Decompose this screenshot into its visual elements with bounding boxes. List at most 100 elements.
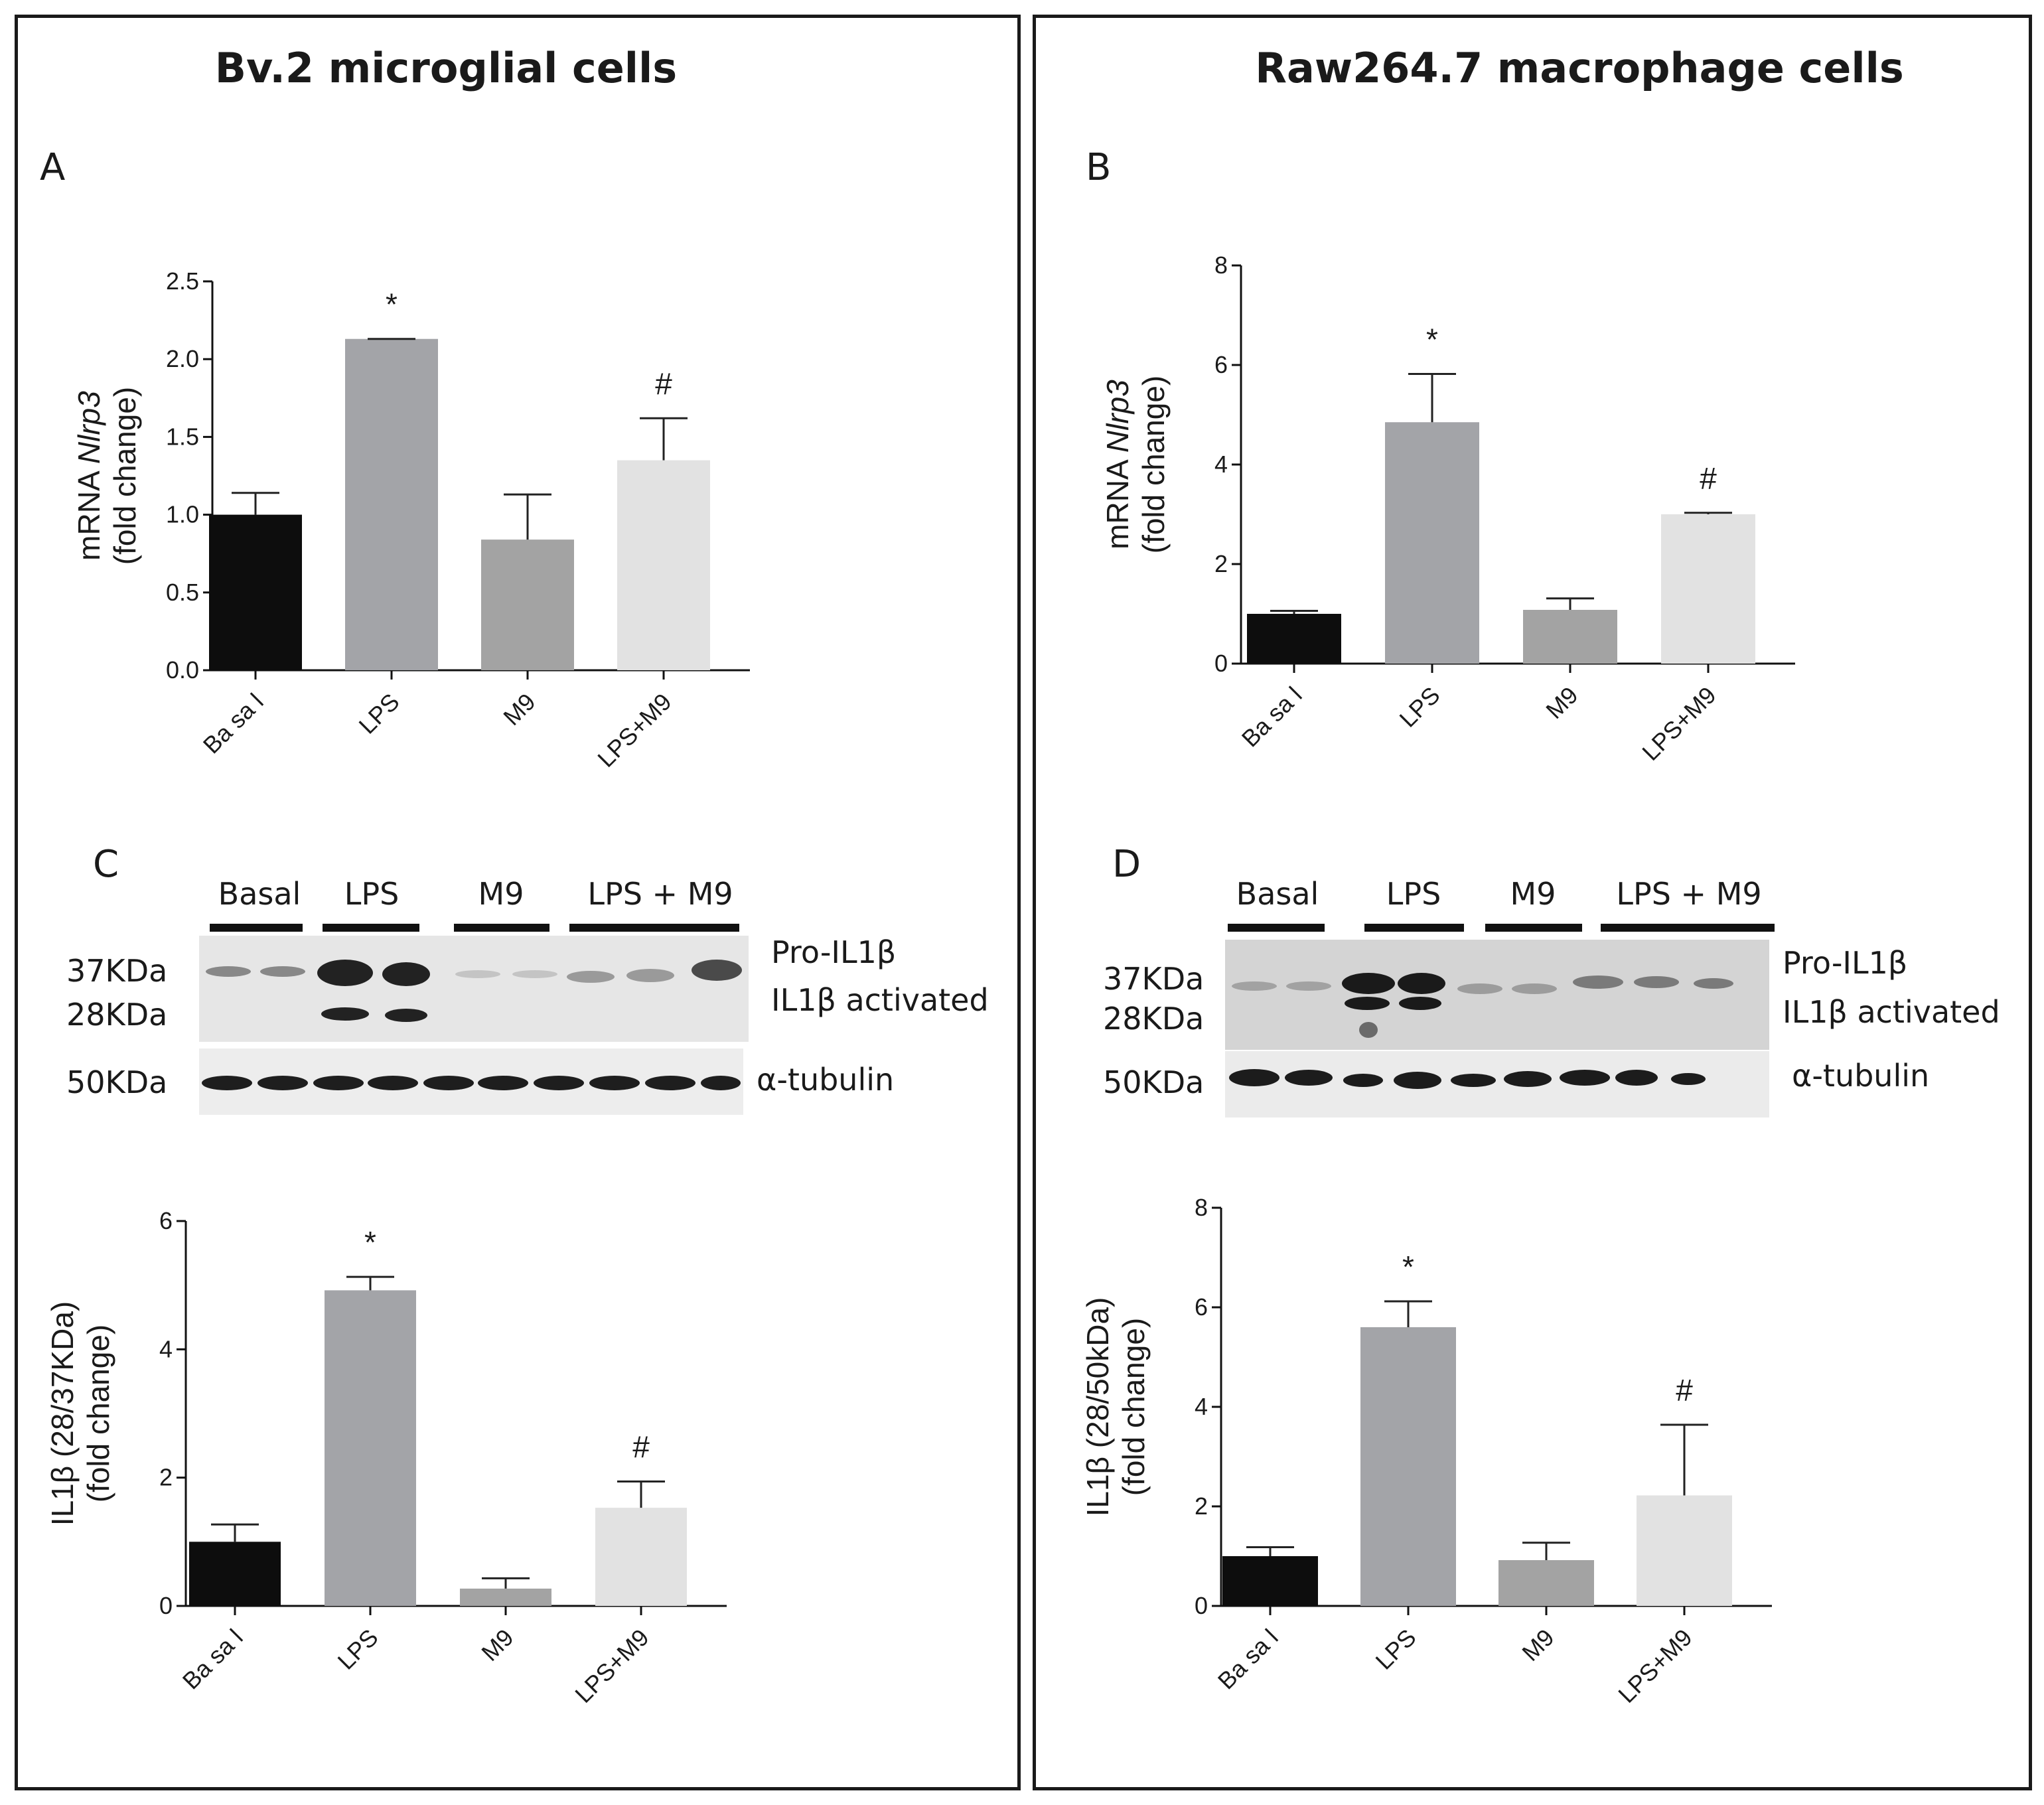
x-tick-label: LPS+M9: [592, 688, 676, 772]
y-axis-label-line2: (fold change): [1136, 376, 1171, 554]
y-tick-label: 2.0: [166, 345, 199, 372]
blot-c-lane-bar-lps-m9: [569, 924, 739, 932]
significance-mark-4: #: [632, 1429, 650, 1464]
y-tick-label: 8: [1214, 252, 1228, 279]
y-axis-label-gene: Nlrp3: [1100, 380, 1135, 453]
y-tick-label: 1.0: [166, 501, 199, 528]
y-axis-label-prefix: mRNA: [1100, 453, 1135, 549]
x-tick-label: LPS: [332, 1624, 384, 1675]
blot-c-group-lps-m9: LPS + M9: [587, 876, 733, 912]
blot-d-mw-28: 28KDa: [1103, 1001, 1204, 1037]
y-axis-label-line2: (fold change): [1116, 1318, 1151, 1496]
bar-2: [1385, 422, 1479, 664]
bar-4: [617, 460, 710, 670]
y-tick-label: 1.5: [166, 423, 199, 450]
blot-d-mw-50: 50KDa: [1103, 1064, 1204, 1100]
bar-2: [325, 1290, 416, 1606]
blot-c-tubulin-membrane: [199, 1048, 743, 1115]
panel-label-a: A: [40, 146, 66, 189]
y-axis-label-gene: Nlrp3: [72, 391, 106, 464]
y-axis-label-prefix: IL1β (28/50kDa): [1080, 1297, 1115, 1517]
blot-d-group-basal: Basal: [1236, 876, 1319, 912]
x-tick-label: LPS: [1370, 1624, 1422, 1675]
y-axis-label: IL1β (28/37KDa): [45, 1301, 80, 1526]
blot-d-lane-bar-lps: [1364, 924, 1464, 932]
blot-c-group-m9: M9: [478, 876, 524, 912]
blot-d-pro-il1b-label: Pro-IL1β: [1783, 945, 1908, 981]
chart-c-il1b-bv2: 0 2 4 6 IL1β (28/37KDa) (fold change) Ba sa l *…: [45, 1207, 727, 1708]
bar-1: [209, 514, 302, 670]
right-panel-title: Raw264.7 macrophage cells: [1255, 44, 1904, 92]
blot-d-il1b-membrane: [1225, 940, 1769, 1050]
y-axis-label-prefix: IL1β (28/37KDa): [45, 1301, 80, 1526]
x-tick-label: Ba sa l: [1236, 682, 1307, 753]
y-tick-label: 2: [1195, 1492, 1208, 1520]
blot-c-il1b-activated-label: IL1β activated: [771, 982, 989, 1018]
chart-a-nlrp3-bv2: 0.0 0.5 1.0 1.5 2.0 2.5 mRNA Nlrp3 (fold change…: [72, 267, 750, 772]
blot-c-mw-50: 50KDa: [66, 1064, 168, 1100]
blot-d-tubulin-membrane: [1225, 1051, 1769, 1118]
blot-c-mw-37: 37KDa: [66, 953, 168, 989]
blot-d-lane-bar-lps-m9: [1601, 924, 1775, 932]
x-tick-label: LPS+M9: [1637, 682, 1721, 766]
bar-1: [1222, 1556, 1318, 1606]
y-tick-label: 4: [1214, 451, 1228, 478]
blot-d-lane-bar-basal: [1228, 924, 1325, 932]
bar-1: [189, 1542, 281, 1606]
y-axis-label: mRNA Nlrp3: [72, 391, 106, 561]
bar-2: [1360, 1327, 1456, 1606]
y-tick-label: 6: [159, 1207, 173, 1234]
y-tick-label: 2.5: [166, 267, 199, 295]
y-tick-label: 8: [1195, 1194, 1208, 1221]
bar-1: [1247, 614, 1341, 664]
blot-d-il1b-activated-label: IL1β activated: [1783, 994, 2000, 1030]
significance-mark-2: *: [1402, 1250, 1414, 1284]
significance-mark-2: *: [364, 1225, 376, 1260]
blot-d-group-lps-m9: LPS + M9: [1616, 876, 1762, 912]
blot-c-lane-bar-lps: [323, 924, 419, 932]
left-panel-frame: [15, 15, 1021, 1790]
panel-label-c: C: [93, 843, 119, 886]
chart-b-nlrp3-raw: 0 2 4 6 8 mRNA Nlrp3 (fold change) Ba sa l * LPS M…: [1100, 252, 1795, 766]
blot-d-group-lps: LPS: [1386, 876, 1441, 912]
bar-3: [460, 1588, 551, 1606]
y-tick-label: 0: [1214, 650, 1228, 677]
significance-mark-2: *: [1426, 323, 1438, 357]
x-tick-label: LPS: [354, 688, 405, 739]
blot-c-lane-bar-m9: [454, 924, 549, 932]
y-tick-label: 6: [1214, 351, 1228, 378]
y-tick-label: 0.0: [166, 656, 199, 684]
blot-c-group-lps: LPS: [344, 876, 400, 912]
blot-c-lane-bar-basal: [210, 924, 303, 932]
y-tick-label: 4: [159, 1335, 173, 1362]
y-axis-label: mRNA Nlrp3: [1100, 380, 1135, 549]
significance-mark-4: #: [655, 366, 672, 401]
x-tick-label: M9: [1540, 682, 1583, 724]
blot-c-mw-28: 28KDa: [66, 997, 168, 1033]
bar-3: [1498, 1560, 1594, 1606]
blot-c-group-basal: Basal: [218, 876, 301, 912]
y-tick-label: 2: [1214, 550, 1228, 577]
y-axis-label-line2: (fold change): [108, 387, 142, 565]
left-panel-title: Bv.2 microglial cells: [214, 44, 678, 92]
panel-label-b: B: [1086, 146, 1112, 189]
significance-mark-4: #: [1700, 461, 1717, 496]
bar-4: [1637, 1495, 1732, 1606]
bar-2: [345, 338, 438, 670]
x-tick-label: M9: [498, 688, 540, 731]
x-tick-label: M9: [1516, 1624, 1559, 1666]
bar-4: [595, 1508, 687, 1606]
x-tick-label: M9: [476, 1624, 518, 1666]
significance-mark-4: #: [1676, 1373, 1693, 1408]
x-tick-label: Ba sa l: [177, 1624, 248, 1695]
blot-d-group-m9: M9: [1510, 876, 1556, 912]
y-tick-label: 6: [1195, 1293, 1208, 1321]
bar-3: [1523, 610, 1617, 664]
y-tick-label: 0: [1195, 1592, 1208, 1619]
panel-label-d: D: [1112, 843, 1141, 886]
y-tick-label: 0.5: [166, 579, 199, 606]
bar-4: [1661, 514, 1755, 664]
chart-d-il1b-raw: 0 2 4 6 8 IL1β (28/50kDa) (fold change) Ba sa l…: [1080, 1194, 1772, 1708]
y-axis-label-line2: (fold change): [81, 1325, 115, 1503]
y-tick-label: 0: [159, 1592, 173, 1619]
